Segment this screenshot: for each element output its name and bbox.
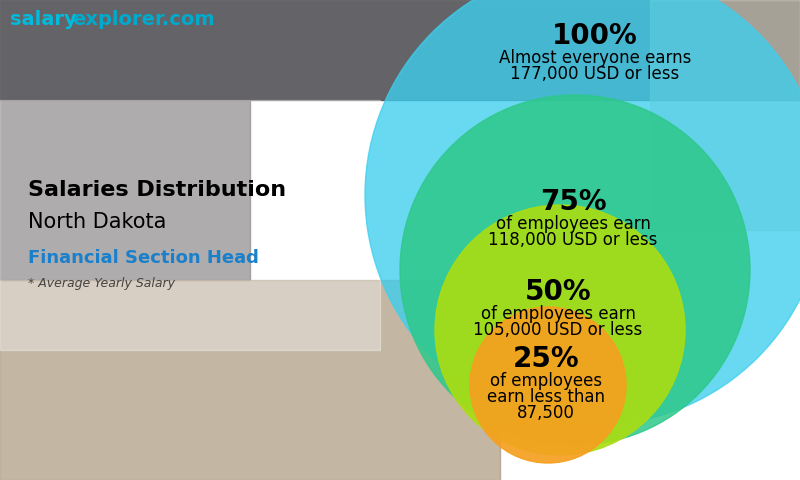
Bar bbox=[0, 0, 800, 100]
Circle shape bbox=[435, 205, 685, 455]
Text: North Dakota: North Dakota bbox=[28, 212, 166, 232]
Circle shape bbox=[400, 95, 750, 445]
Text: Almost everyone earns: Almost everyone earns bbox=[499, 49, 691, 67]
Text: explorer.com: explorer.com bbox=[72, 10, 214, 29]
Text: 50%: 50% bbox=[525, 278, 591, 306]
Text: 87,500: 87,500 bbox=[517, 404, 575, 422]
Text: Salaries Distribution: Salaries Distribution bbox=[28, 180, 286, 200]
Text: 177,000 USD or less: 177,000 USD or less bbox=[510, 65, 680, 83]
Text: of employees earn: of employees earn bbox=[495, 215, 650, 233]
Bar bbox=[650, 0, 800, 230]
Text: Financial Section Head: Financial Section Head bbox=[28, 249, 259, 267]
Circle shape bbox=[470, 307, 626, 463]
Text: 105,000 USD or less: 105,000 USD or less bbox=[474, 321, 642, 339]
Text: 75%: 75% bbox=[540, 188, 606, 216]
Text: earn less than: earn less than bbox=[487, 388, 605, 406]
Text: of employees earn: of employees earn bbox=[481, 305, 635, 323]
Text: 100%: 100% bbox=[552, 22, 638, 50]
Bar bbox=[0, 100, 250, 280]
Text: 118,000 USD or less: 118,000 USD or less bbox=[488, 231, 658, 249]
Text: salary: salary bbox=[10, 10, 77, 29]
Text: * Average Yearly Salary: * Average Yearly Salary bbox=[28, 277, 175, 290]
Bar bbox=[0, 100, 380, 350]
Text: of employees: of employees bbox=[490, 372, 602, 390]
Bar bbox=[0, 280, 500, 480]
Circle shape bbox=[365, 0, 800, 425]
Text: 25%: 25% bbox=[513, 345, 579, 373]
